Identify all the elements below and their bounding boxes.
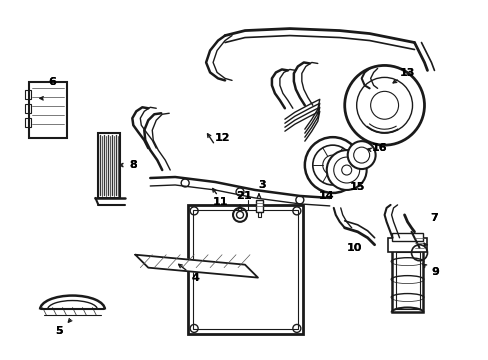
Text: 12: 12 xyxy=(214,133,229,143)
Text: 9: 9 xyxy=(430,267,439,276)
Text: 2: 2 xyxy=(236,191,244,201)
Text: 5: 5 xyxy=(55,327,62,336)
Text: 1: 1 xyxy=(244,191,251,201)
Text: 9: 9 xyxy=(430,267,439,276)
Text: 4: 4 xyxy=(191,273,199,283)
Bar xyxy=(255,200,263,212)
Text: 13: 13 xyxy=(399,68,414,78)
Bar xyxy=(391,248,423,312)
Circle shape xyxy=(326,150,366,190)
Bar xyxy=(29,82,66,138)
Text: 6: 6 xyxy=(48,77,57,87)
Text: 16: 16 xyxy=(371,143,386,153)
Text: 7: 7 xyxy=(430,213,437,223)
Bar xyxy=(391,233,423,241)
Text: 1: 1 xyxy=(244,191,251,201)
Circle shape xyxy=(347,141,375,169)
Text: 5: 5 xyxy=(55,327,62,336)
Text: 8: 8 xyxy=(129,160,137,170)
Text: 3: 3 xyxy=(258,180,265,190)
Bar xyxy=(188,205,302,334)
Text: 14: 14 xyxy=(318,191,334,201)
Circle shape xyxy=(304,137,360,193)
Text: 16: 16 xyxy=(371,143,386,153)
Bar xyxy=(387,238,427,252)
Polygon shape xyxy=(135,255,258,278)
Text: 10: 10 xyxy=(346,243,362,253)
Text: 8: 8 xyxy=(129,160,137,170)
Bar xyxy=(98,133,120,198)
Text: 10: 10 xyxy=(346,243,362,253)
Bar xyxy=(193,210,297,329)
Circle shape xyxy=(344,66,424,145)
Text: 12: 12 xyxy=(214,133,229,143)
Text: 6: 6 xyxy=(48,77,57,87)
Text: 15: 15 xyxy=(349,182,365,192)
Text: 15: 15 xyxy=(349,182,365,192)
Bar xyxy=(24,104,31,113)
Text: 14: 14 xyxy=(318,191,334,201)
Bar xyxy=(24,118,31,127)
Text: 7: 7 xyxy=(430,213,437,223)
Bar xyxy=(395,252,419,309)
Text: 11: 11 xyxy=(212,197,227,207)
Text: 3: 3 xyxy=(258,180,265,190)
Text: 4: 4 xyxy=(191,273,199,283)
Bar xyxy=(258,212,261,217)
Text: 11: 11 xyxy=(212,197,227,207)
Text: 13: 13 xyxy=(399,68,414,78)
Bar xyxy=(24,90,31,99)
Text: 2: 2 xyxy=(236,191,244,201)
